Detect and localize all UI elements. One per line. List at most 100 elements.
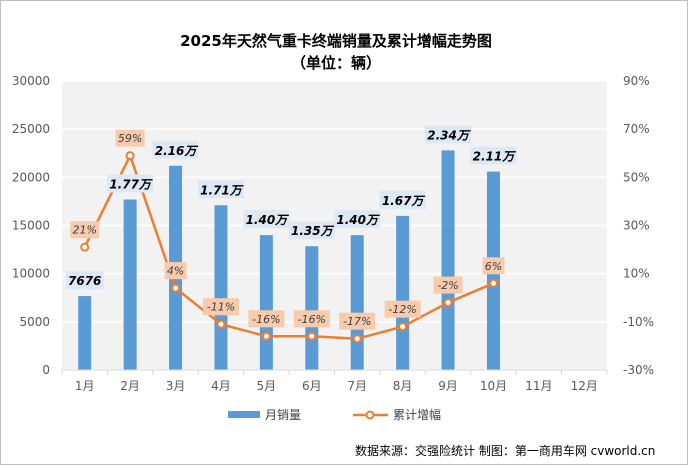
y-right-tick-label: 50% — [623, 170, 650, 184]
line-path — [83, 154, 494, 340]
bar — [259, 235, 273, 370]
bar-value-label: 7676 — [68, 274, 101, 288]
bar-value-label: 1.77万 — [109, 177, 153, 191]
bar — [78, 296, 92, 370]
pct-value-label: -2% — [437, 279, 458, 292]
pct-value-label: -16% — [252, 313, 280, 326]
pct-label-bg — [70, 221, 100, 239]
bar-label-bg — [65, 271, 104, 290]
bar-label-bg — [197, 180, 244, 199]
line-point — [261, 331, 271, 341]
x-tick-label: 4月 — [211, 379, 231, 393]
bar-label-bg — [379, 190, 426, 209]
bar-label-bg — [425, 125, 472, 144]
x-tick-label: 7月 — [347, 379, 367, 393]
gridlines — [62, 80, 607, 371]
line-point — [488, 278, 498, 288]
bar-label-bg — [243, 210, 290, 229]
legend-bar-swatch — [228, 411, 260, 418]
bar-labels: 76761.77万2.16万1.71万1.40万1.35万1.40万1.67万2… — [65, 125, 517, 290]
line-point — [125, 151, 135, 161]
bar-label-bg — [107, 174, 154, 193]
bar-label-bg — [334, 210, 381, 229]
bar-value-label: 2.34万 — [427, 128, 471, 142]
bar-value-label: 1.67万 — [382, 194, 426, 208]
y-right-tick-label: 10% — [623, 267, 650, 281]
y-right-tick-label: -10% — [623, 315, 654, 329]
pct-value-label: 21% — [72, 224, 96, 237]
bar-value-label: 1.40万 — [336, 213, 380, 227]
y-left-tick-label: 30000 — [12, 74, 50, 88]
pct-value-label: -11% — [207, 301, 235, 314]
y-left-tick-label: 5000 — [19, 315, 50, 329]
bar — [441, 150, 455, 370]
line-point — [80, 242, 90, 252]
bar-series — [78, 150, 500, 370]
pct-value-label: -12% — [388, 303, 416, 316]
bar-value-label: 2.16万 — [155, 144, 199, 158]
x-tick-label: 11月 — [525, 379, 552, 393]
legend: 月销量 累计增幅 — [228, 407, 441, 422]
bar — [350, 235, 364, 370]
legend-line-marker — [365, 410, 375, 420]
bar-label-bg — [470, 146, 517, 165]
y-left-tick-label: 20000 — [12, 170, 50, 184]
x-tick-label: 3月 — [166, 379, 186, 393]
y-left-tick-label: 25000 — [12, 122, 50, 136]
x-tick-label: 6月 — [302, 379, 322, 393]
pct-value-label: 4% — [167, 265, 184, 278]
y-left-tick-label: 0 — [42, 363, 50, 377]
pct-label-bg — [339, 312, 376, 330]
line-point — [216, 319, 226, 329]
bar-value-label: 1.71万 — [200, 183, 244, 197]
bar — [214, 205, 228, 370]
x-tick-label: 9月 — [438, 379, 458, 393]
pct-label-bg — [164, 262, 187, 280]
y-right-tick-label: 90% — [623, 74, 650, 88]
pct-label-bg — [248, 310, 285, 328]
x-tick-label: 1月 — [75, 379, 95, 393]
bar-value-label: 1.35万 — [291, 224, 335, 238]
pct-value-label: -16% — [298, 313, 326, 326]
line-series — [80, 151, 498, 344]
source-note: 数据来源：交强险统计 制图：第一商用车网 cvworld.cn — [355, 443, 655, 458]
bar-value-label: 1.40万 — [246, 213, 290, 227]
y-right-tick-label: -30% — [623, 363, 654, 377]
line-point — [307, 331, 317, 341]
line-point — [443, 298, 453, 308]
bar-label-bg — [288, 221, 335, 240]
bar-value-label: 2.11万 — [473, 150, 517, 164]
y-left-tick-label: 10000 — [12, 267, 50, 281]
y-left-tick-label: 15000 — [12, 219, 50, 233]
bar-label-bg — [152, 140, 199, 159]
y-axis-left: 0 5000 10000 15000 20000 25000 30000 — [12, 74, 50, 377]
chart-subtitle: （单位：辆） — [291, 54, 381, 72]
y-right-tick-label: 30% — [623, 219, 650, 233]
pct-label-bg — [293, 310, 330, 328]
pct-value-label: 59% — [118, 132, 142, 145]
legend-line-label: 累计增幅 — [393, 407, 441, 422]
chart-title: 2025年天然气重卡终端销量及累计增幅走势图 — [180, 32, 492, 50]
bar — [305, 246, 319, 370]
y-axis-right: -30% -10% 10% 30% 50% 70% 90% — [623, 74, 654, 377]
bar — [396, 215, 410, 370]
line-point — [398, 322, 408, 332]
x-tick-label: 5月 — [257, 379, 277, 393]
pct-labels: 21% 59% 4% -11% -16% -16% -17% -12% -2% 6% — [70, 129, 505, 330]
line-point — [171, 283, 181, 293]
x-tick-label: 8月 — [393, 379, 413, 393]
legend-bar-label: 月销量 — [265, 408, 301, 422]
x-tick-label: 2月 — [120, 379, 140, 393]
y-right-tick-label: 70% — [623, 122, 650, 136]
bar — [123, 199, 137, 370]
pct-label-bg — [482, 257, 505, 275]
pct-value-label: -17% — [343, 315, 371, 328]
pct-value-label: 6% — [485, 260, 502, 273]
pct-label-bg — [115, 129, 145, 147]
pct-label-bg — [384, 300, 421, 318]
line-point — [352, 334, 362, 344]
x-axis: 1月 2月 3月 4月 5月 6月 7月 8月 9月 10月 11月 12月 — [61, 369, 608, 393]
x-tick-label: 10月 — [480, 379, 507, 393]
pct-label-bg — [202, 298, 239, 316]
